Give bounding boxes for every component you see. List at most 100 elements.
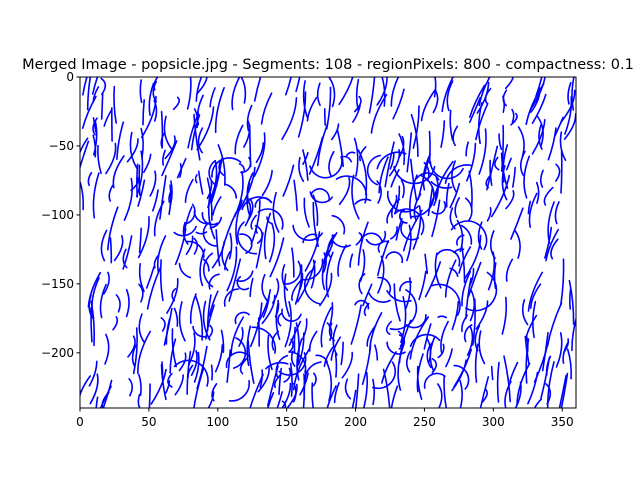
segment-boundary — [206, 180, 213, 200]
segment-boundary — [399, 209, 408, 224]
segment-boundary — [451, 300, 460, 331]
x-tick-label: 150 — [275, 415, 298, 429]
segment-boundary — [251, 326, 277, 354]
segment-boundary — [490, 365, 494, 381]
segment-boundary — [503, 355, 511, 403]
segment-boundary — [169, 180, 173, 206]
segment-boundary — [440, 120, 446, 148]
segment-boundary — [519, 150, 526, 176]
segment-boundary — [171, 288, 177, 302]
segment-boundary — [172, 96, 180, 111]
segment-boundary — [372, 361, 397, 390]
segment-boundary — [331, 238, 351, 248]
segment-boundary — [122, 235, 133, 270]
segment-boundary — [113, 85, 117, 124]
segment-boundary — [476, 81, 490, 114]
segment-boundary — [137, 330, 151, 375]
segment-boundary — [523, 155, 531, 199]
segment-boundary — [228, 232, 233, 260]
segment-boundary — [122, 248, 128, 269]
segment-boundary — [109, 237, 113, 264]
segment-boundary — [131, 344, 137, 368]
segment-boundary — [502, 89, 508, 107]
segment-boundary — [372, 378, 376, 406]
segment-boundary — [458, 246, 472, 274]
segment-boundary — [376, 180, 382, 204]
segment-boundary — [354, 95, 362, 113]
segment-boundary — [128, 378, 134, 397]
segment-boundary — [362, 283, 373, 307]
segment-boundary — [415, 172, 440, 181]
segment-boundary — [335, 175, 368, 204]
segment-boundary — [496, 361, 500, 403]
segment-boundary — [239, 233, 253, 254]
segment-boundary — [369, 312, 383, 352]
segment-boundary — [416, 365, 423, 400]
segment-boundary — [93, 120, 98, 156]
segment-boundary — [156, 235, 167, 273]
segment-boundary — [105, 142, 117, 175]
segment-boundary — [431, 199, 441, 238]
segment-boundary — [209, 87, 216, 108]
segment-boundary — [257, 208, 284, 230]
segment-boundary — [430, 283, 461, 317]
segment-boundary — [253, 132, 266, 178]
segment-boundary — [426, 337, 432, 363]
segment-boundary — [153, 255, 159, 269]
segment-boundary — [368, 77, 376, 114]
segment-boundary — [555, 332, 563, 368]
segment-boundary — [192, 325, 207, 338]
segment-boundary — [418, 270, 427, 301]
segment-boundary — [276, 391, 283, 408]
segment-boundary — [385, 320, 392, 335]
segment-boundary — [478, 128, 487, 175]
segment-boundary — [138, 263, 145, 292]
segment-boundary — [449, 109, 454, 141]
segment-boundary — [342, 155, 353, 163]
segment-boundary — [545, 355, 552, 376]
segment-boundary — [426, 341, 434, 369]
segment-boundary — [108, 184, 114, 202]
segment-boundary — [334, 353, 338, 378]
segment-boundary — [298, 273, 304, 293]
segment-boundary — [185, 240, 205, 258]
segment-boundary — [215, 229, 221, 267]
segment-boundary — [475, 300, 489, 330]
segment-boundary — [338, 77, 354, 106]
segment-boundary — [430, 181, 453, 189]
segment-boundary — [255, 142, 265, 164]
x-tick-label: 300 — [482, 415, 505, 429]
segment-boundary — [236, 270, 254, 282]
segment-boundary — [321, 251, 330, 291]
segment-boundary — [437, 343, 445, 359]
segment-boundary — [386, 289, 412, 303]
segment-boundary — [433, 176, 439, 207]
segment-boundary — [214, 87, 225, 133]
segment-boundary — [186, 77, 192, 110]
segment-boundary — [466, 326, 474, 356]
segment-boundary — [207, 324, 214, 339]
segment-boundary — [100, 92, 104, 120]
segment-boundary — [196, 77, 208, 95]
y-tick-label: −200 — [41, 346, 74, 360]
segment-boundary — [445, 348, 453, 368]
segment-boundary — [390, 385, 399, 408]
segment-boundary — [281, 400, 287, 408]
segment-boundary — [173, 307, 179, 327]
x-tick-label: 250 — [413, 415, 436, 429]
segment-boundary — [428, 130, 431, 164]
segment-boundary — [139, 79, 143, 104]
segment-boundary — [190, 114, 201, 151]
segment-boundary — [210, 160, 223, 205]
segment-boundary — [268, 222, 276, 263]
x-tick-label: 100 — [206, 415, 229, 429]
segment-boundary — [178, 301, 186, 342]
segment-boundary — [315, 354, 328, 363]
segment-boundary — [210, 364, 214, 381]
segment-boundary — [510, 207, 524, 240]
segment-boundary — [385, 251, 404, 264]
segment-boundary — [240, 156, 252, 174]
segment-boundary — [399, 280, 413, 292]
segment-boundary — [450, 220, 488, 251]
segment-boundary — [211, 383, 218, 402]
